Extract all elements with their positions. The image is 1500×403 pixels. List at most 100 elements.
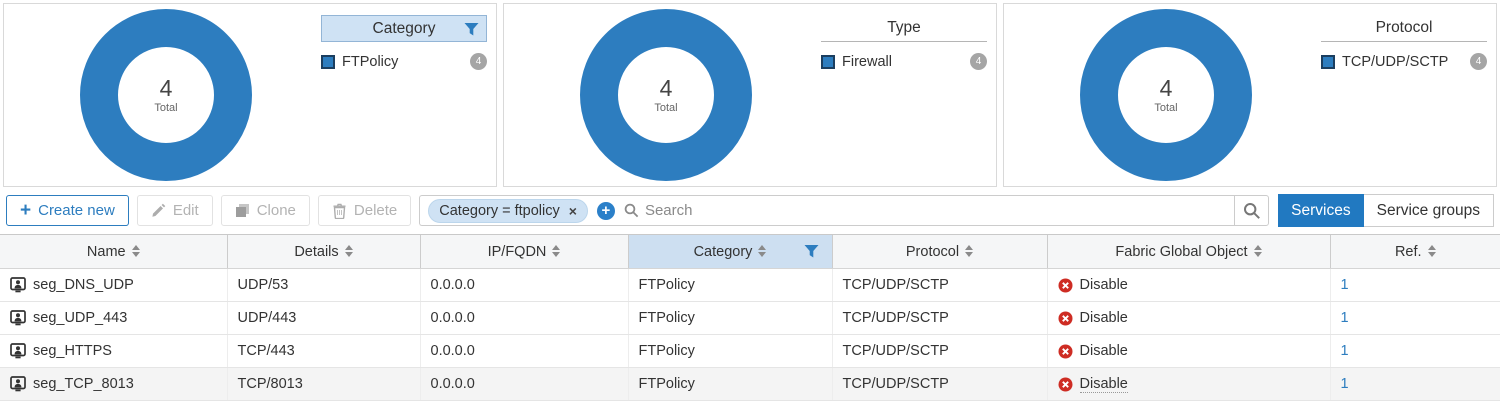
summary-panels: 4 Total Category FTPolicy 4 4 Total <box>0 0 1500 187</box>
legend-item-label: Firewall <box>842 53 892 70</box>
fabric-global-object-status: Disable <box>1079 310 1128 326</box>
table-row[interactable]: seg_DNS_UDP UDP/53 0.0.0.0 FTPolicy TCP/… <box>0 268 1500 302</box>
category-donut-chart[interactable]: 4 Total <box>80 9 252 181</box>
table-row[interactable]: seg_TCP_8013 TCP/8013 0.0.0.0 FTPolicy T… <box>0 367 1500 401</box>
filter-funnel-icon[interactable] <box>804 244 819 263</box>
disable-icon <box>1058 344 1073 359</box>
count-badge: 4 <box>1470 53 1487 70</box>
service-details: TCP/443 <box>226 334 420 368</box>
table-row[interactable]: seg_UDP_443 UDP/443 0.0.0.0 FTPolicy TCP… <box>0 301 1500 335</box>
service-icon <box>10 376 26 392</box>
donut-total: 4 <box>159 75 173 102</box>
protocol-legend-header: Protocol <box>1321 15 1487 42</box>
edit-button[interactable]: Edit <box>136 195 213 226</box>
legend-swatch-icon <box>1321 54 1335 69</box>
legend-item-ftpolicy[interactable]: FTPolicy 4 <box>321 53 487 70</box>
create-new-button[interactable]: + Create new <box>6 195 129 226</box>
add-filter-icon[interactable]: + <box>596 201 615 220</box>
plus-icon: + <box>20 200 32 221</box>
service-protocol: TCP/UDP/SCTP <box>831 367 1047 401</box>
sort-icon <box>758 244 767 257</box>
column-header-details[interactable]: Details <box>226 234 420 269</box>
service-name: seg_TCP_8013 <box>33 376 134 392</box>
column-header-protocol[interactable]: Protocol <box>831 234 1047 269</box>
clone-label: Clone <box>256 202 296 219</box>
service-category: FTPolicy <box>627 301 832 335</box>
ref-count-link[interactable]: 1 <box>1340 277 1349 293</box>
donut-total-label: Total <box>1154 101 1178 114</box>
donut-total-label: Total <box>154 101 178 114</box>
pencil-icon <box>151 203 166 218</box>
service-ip-fqdn: 0.0.0.0 <box>419 367 628 401</box>
search-placeholder: Search <box>644 202 693 219</box>
service-name: seg_HTTPS <box>33 343 112 359</box>
service-icon <box>10 343 26 359</box>
table-header-row: Name Details IP/FQDN Category Protocol F… <box>0 234 1500 269</box>
legend-item-tcp-udp-sctp[interactable]: TCP/UDP/SCTP 4 <box>1321 53 1487 70</box>
sort-icon <box>1253 244 1262 257</box>
fabric-global-object-status: Disable <box>1079 375 1128 393</box>
service-ip-fqdn: 0.0.0.0 <box>419 268 628 302</box>
sort-icon <box>131 244 140 257</box>
legend-title: Protocol <box>1375 19 1433 36</box>
protocol-legend: Protocol TCP/UDP/SCTP 4 <box>1321 15 1487 70</box>
legend-title: Category <box>372 19 436 37</box>
column-header-category[interactable]: Category <box>627 234 832 269</box>
ref-count-link[interactable]: 1 <box>1340 376 1349 392</box>
panel-category: 4 Total Category FTPolicy 4 <box>3 3 497 187</box>
sort-icon <box>1427 244 1436 257</box>
sort-icon <box>344 244 353 257</box>
filter-pill-category[interactable]: Category = ftpolicy × <box>428 198 588 223</box>
donut-total: 4 <box>659 75 673 102</box>
donut-center: 4 Total <box>1080 9 1252 181</box>
legend-item-firewall[interactable]: Firewall 4 <box>821 53 987 70</box>
disable-icon <box>1058 311 1073 326</box>
clone-button[interactable]: Clone <box>220 195 310 226</box>
tab-service-groups[interactable]: Service groups <box>1363 194 1494 227</box>
filter-pill-label: Category = ftpolicy <box>439 202 560 219</box>
column-header-name[interactable]: Name <box>0 234 227 269</box>
delete-button[interactable]: Delete <box>317 195 412 226</box>
category-legend-header[interactable]: Category <box>321 15 487 42</box>
service-category: FTPolicy <box>627 334 832 368</box>
column-header-fabric-global-object[interactable]: Fabric Global Object <box>1046 234 1330 269</box>
search-icon <box>624 203 639 218</box>
search-hint[interactable]: Search <box>624 202 693 219</box>
category-legend: Category FTPolicy 4 <box>321 15 487 70</box>
search-submit-button[interactable] <box>1234 195 1270 226</box>
remove-filter-icon[interactable]: × <box>568 202 577 219</box>
service-category: FTPolicy <box>627 268 832 302</box>
filter-funnel-icon[interactable] <box>464 22 479 42</box>
ref-count-link[interactable]: 1 <box>1340 343 1349 359</box>
legend-item-label: FTPolicy <box>342 53 399 70</box>
delete-label: Delete <box>353 202 398 219</box>
ref-count-link[interactable]: 1 <box>1340 310 1349 326</box>
type-legend-header: Type <box>821 15 987 42</box>
service-details: UDP/443 <box>226 301 420 335</box>
service-icon <box>10 277 26 293</box>
legend-swatch-icon <box>321 54 335 69</box>
type-legend: Type Firewall 4 <box>821 15 987 70</box>
column-header-ip-fqdn[interactable]: IP/FQDN <box>419 234 628 269</box>
search-input[interactable]: Category = ftpolicy × + Search <box>419 195 1235 226</box>
service-name: seg_UDP_443 <box>33 310 128 326</box>
legend-swatch-icon <box>821 54 835 69</box>
service-protocol: TCP/UDP/SCTP <box>831 334 1047 368</box>
panel-protocol: 4 Total Protocol TCP/UDP/SCTP 4 <box>1003 3 1497 187</box>
search-group: Category = ftpolicy × + Search <box>419 195 1270 226</box>
edit-label: Edit <box>172 202 199 219</box>
protocol-donut-chart[interactable]: 4 Total <box>1080 9 1252 181</box>
service-details: UDP/53 <box>226 268 420 302</box>
toolbar: + Create new Edit Clone Delete Category … <box>6 194 1494 227</box>
table-row[interactable]: seg_HTTPS TCP/443 0.0.0.0 FTPolicy TCP/U… <box>0 334 1500 368</box>
tab-services[interactable]: Services <box>1278 194 1364 227</box>
service-protocol: TCP/UDP/SCTP <box>831 268 1047 302</box>
fabric-global-object-status: Disable <box>1079 343 1128 359</box>
type-donut-chart[interactable]: 4 Total <box>580 9 752 181</box>
donut-center: 4 Total <box>580 9 752 181</box>
object-type-tabs: Services Service groups <box>1278 194 1494 227</box>
panel-type: 4 Total Type Firewall 4 <box>503 3 997 187</box>
create-new-label: Create new <box>38 202 115 219</box>
column-header-ref[interactable]: Ref. <box>1329 234 1500 269</box>
service-protocol: TCP/UDP/SCTP <box>831 301 1047 335</box>
